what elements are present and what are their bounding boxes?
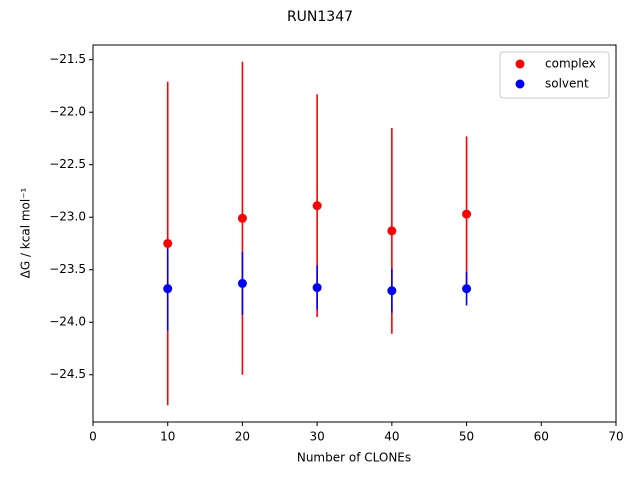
y-tick-label: −24.5 <box>49 367 86 381</box>
y-tick-label: −22.0 <box>49 105 86 119</box>
x-tick-label: 20 <box>235 430 250 444</box>
legend-label: complex <box>545 57 596 71</box>
point <box>387 226 397 236</box>
point <box>312 201 322 211</box>
x-tick-label: 30 <box>310 430 325 444</box>
x-tick-label: 0 <box>89 430 97 444</box>
y-tick-label: −24.0 <box>49 315 86 329</box>
y-tick-label: −21.5 <box>49 52 86 66</box>
point <box>237 278 247 288</box>
point <box>462 284 472 294</box>
point <box>312 283 322 293</box>
axes-frame <box>92 44 617 423</box>
x-tick-label: 10 <box>160 430 175 444</box>
x-axis-label: Number of CLONEs <box>297 451 411 465</box>
point <box>237 213 247 223</box>
x-tick-label: 70 <box>608 430 623 444</box>
y-axis-label: ΔG / kcal mol⁻¹ <box>19 187 33 278</box>
x-tick-label: 50 <box>459 430 474 444</box>
y-tick-label: −23.5 <box>49 262 86 276</box>
point <box>163 284 173 294</box>
point <box>163 238 173 248</box>
y-tick-label: −22.5 <box>49 157 86 171</box>
x-tick-label: 40 <box>384 430 399 444</box>
point <box>462 209 472 219</box>
legend-marker <box>515 79 525 89</box>
legend-marker <box>515 59 525 69</box>
x-tick-label: 60 <box>534 430 549 444</box>
legend-box <box>499 51 610 99</box>
y-tick-label: −23.0 <box>49 210 86 224</box>
legend-label: solvent <box>545 77 589 91</box>
point <box>387 286 397 296</box>
chart-title: RUN1347 <box>287 9 353 25</box>
